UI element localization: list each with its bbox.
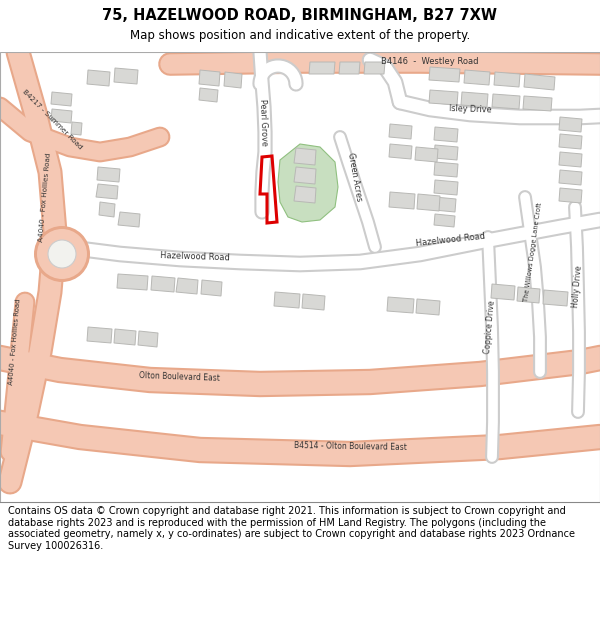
Polygon shape: [201, 280, 222, 296]
Polygon shape: [464, 70, 490, 85]
Polygon shape: [199, 88, 218, 102]
Polygon shape: [434, 197, 456, 212]
Polygon shape: [87, 327, 112, 343]
Text: Isley Drive: Isley Drive: [449, 104, 491, 114]
Polygon shape: [559, 188, 582, 203]
Polygon shape: [389, 192, 415, 209]
Text: The Willows Dogge Lane Croft: The Willows Dogge Lane Croft: [523, 202, 543, 302]
Polygon shape: [434, 162, 458, 177]
Polygon shape: [559, 134, 582, 149]
Polygon shape: [389, 144, 412, 159]
Polygon shape: [199, 70, 220, 86]
Polygon shape: [51, 109, 72, 123]
Polygon shape: [97, 167, 120, 182]
Polygon shape: [494, 72, 520, 87]
Polygon shape: [151, 276, 175, 292]
Polygon shape: [294, 148, 316, 165]
Text: Contains OS data © Crown copyright and database right 2021. This information is : Contains OS data © Crown copyright and d…: [8, 506, 575, 551]
Polygon shape: [294, 186, 316, 203]
Polygon shape: [99, 202, 115, 217]
Text: Olton Boulevard East: Olton Boulevard East: [139, 371, 221, 383]
Circle shape: [37, 229, 87, 279]
Text: Green Acres: Green Acres: [346, 152, 364, 202]
Polygon shape: [117, 274, 148, 290]
Polygon shape: [71, 122, 82, 135]
Polygon shape: [389, 124, 412, 139]
Polygon shape: [51, 92, 72, 106]
Polygon shape: [364, 62, 385, 74]
Polygon shape: [434, 214, 455, 227]
Polygon shape: [114, 68, 138, 84]
Polygon shape: [278, 144, 338, 222]
Polygon shape: [517, 287, 540, 303]
Polygon shape: [543, 290, 568, 306]
Polygon shape: [429, 67, 460, 82]
Polygon shape: [434, 145, 458, 160]
Polygon shape: [114, 329, 136, 345]
Polygon shape: [415, 147, 438, 162]
Circle shape: [50, 242, 74, 266]
Text: Pearl Grove: Pearl Grove: [257, 98, 268, 146]
Text: Map shows position and indicative extent of the property.: Map shows position and indicative extent…: [130, 29, 470, 42]
Text: 75, HAZELWOOD ROAD, BIRMINGHAM, B27 7XW: 75, HAZELWOOD ROAD, BIRMINGHAM, B27 7XW: [103, 9, 497, 24]
Polygon shape: [491, 284, 515, 300]
Polygon shape: [524, 74, 555, 90]
Text: A4040 - Fox Hollies Road: A4040 - Fox Hollies Road: [8, 299, 22, 386]
Polygon shape: [492, 94, 520, 109]
Polygon shape: [309, 62, 335, 74]
Circle shape: [48, 240, 76, 268]
Polygon shape: [118, 212, 140, 227]
Text: A4040 - Fox Hollies Road: A4040 - Fox Hollies Road: [38, 152, 52, 242]
Text: Coppice Drive: Coppice Drive: [483, 300, 497, 354]
Polygon shape: [96, 184, 118, 199]
Polygon shape: [302, 294, 325, 310]
Polygon shape: [434, 180, 458, 195]
Polygon shape: [294, 167, 316, 184]
Circle shape: [34, 226, 90, 282]
Polygon shape: [224, 72, 242, 88]
Polygon shape: [429, 90, 458, 105]
Polygon shape: [523, 96, 552, 111]
Text: Hazelwood Road: Hazelwood Road: [160, 251, 230, 262]
Polygon shape: [461, 92, 488, 107]
Polygon shape: [417, 194, 440, 211]
Polygon shape: [559, 152, 582, 167]
Polygon shape: [559, 117, 582, 132]
Polygon shape: [416, 299, 440, 315]
Polygon shape: [274, 292, 300, 308]
Polygon shape: [339, 62, 360, 74]
Polygon shape: [138, 331, 158, 347]
Text: Holly Drive: Holly Drive: [571, 266, 583, 308]
Polygon shape: [559, 170, 582, 185]
Polygon shape: [434, 127, 458, 142]
Polygon shape: [87, 70, 110, 86]
Text: B4514 - Olton Boulevard East: B4514 - Olton Boulevard East: [293, 441, 407, 451]
Text: B4217 - Summer Road: B4217 - Summer Road: [21, 88, 83, 150]
Polygon shape: [387, 297, 414, 313]
Text: B4146  -  Westley Road: B4146 - Westley Road: [381, 58, 479, 66]
Polygon shape: [176, 278, 198, 294]
Text: Hazelwood Road: Hazelwood Road: [415, 232, 485, 248]
